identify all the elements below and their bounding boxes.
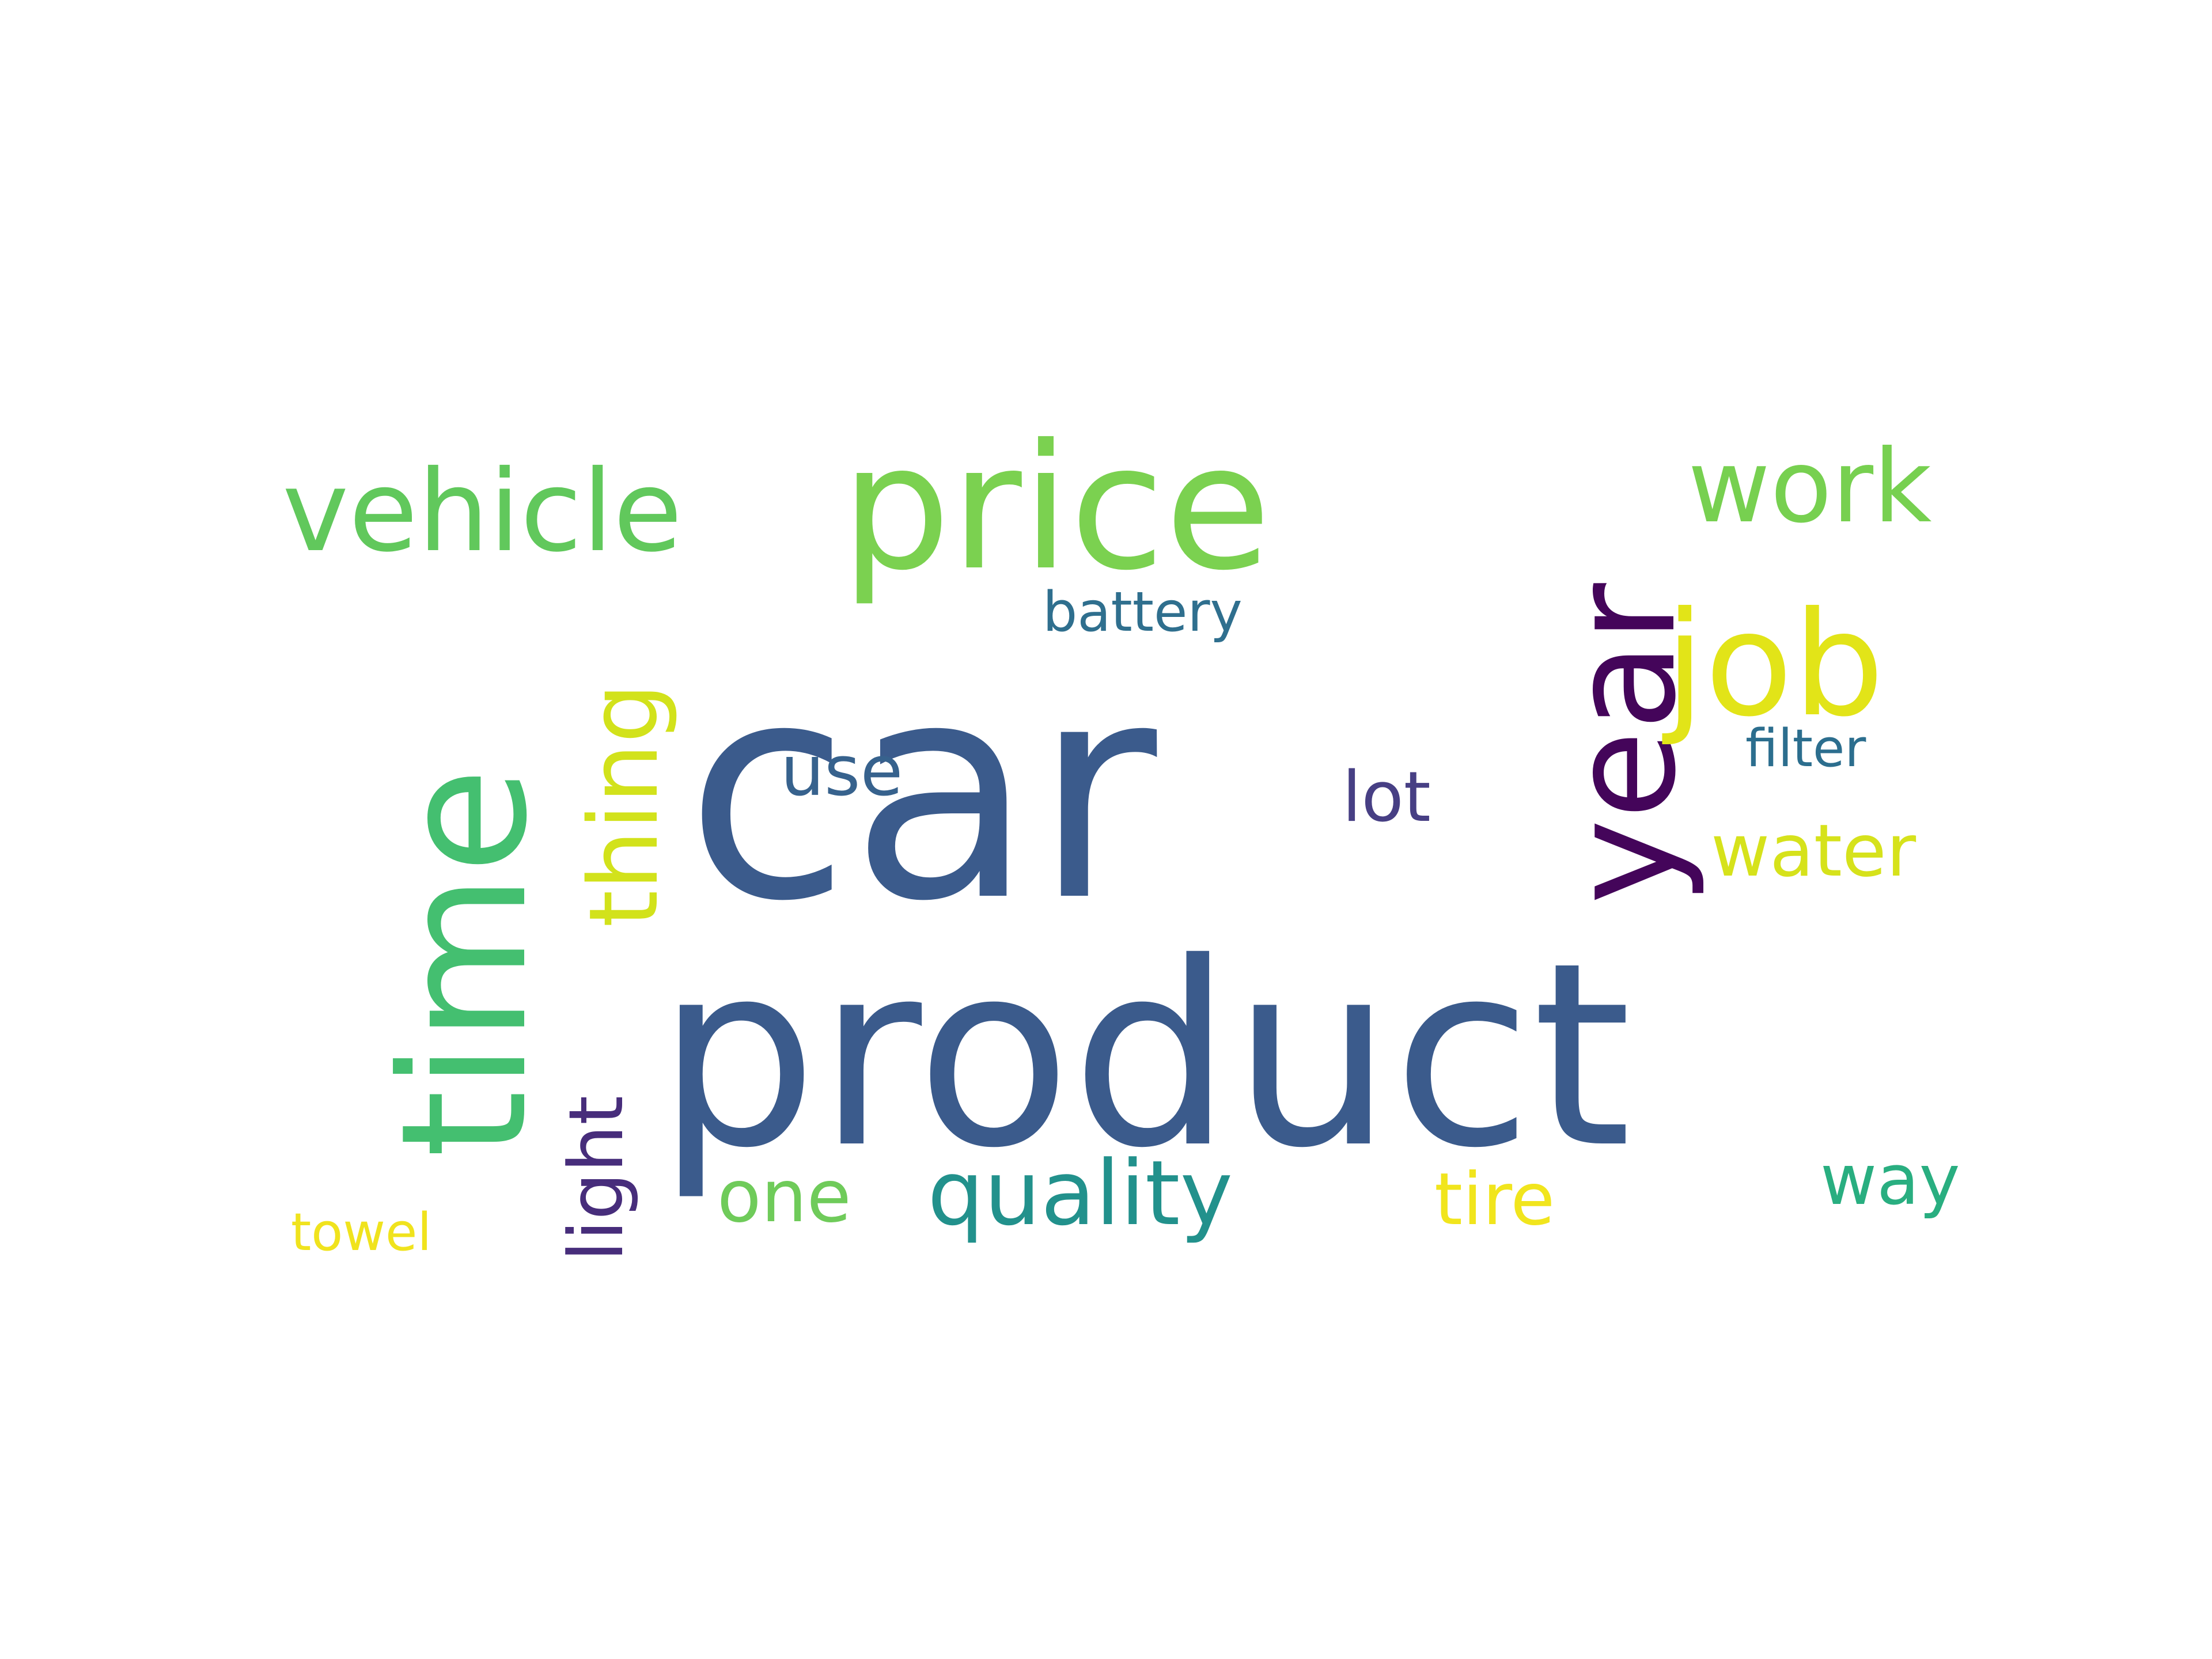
word-filter: filter	[1745, 718, 1866, 779]
word-vehicle: vehicle	[282, 446, 683, 577]
word-one: one	[717, 1155, 851, 1238]
word-towel: towel	[291, 1202, 431, 1263]
word-tire: tire	[1434, 1158, 1555, 1241]
word-work: work	[1688, 429, 1932, 546]
word-car: car	[685, 618, 1160, 967]
word-battery: battery	[1043, 581, 1243, 644]
word-time: time	[364, 767, 565, 1158]
word-use: use	[781, 732, 903, 812]
word-lot: lot	[1342, 757, 1431, 838]
word-product: product	[657, 908, 1631, 1203]
word-quality: quality	[927, 1141, 1233, 1245]
word-way: way	[1820, 1141, 1960, 1221]
word-price: price	[841, 407, 1271, 608]
word-light: light	[552, 1096, 640, 1262]
word-year: year	[1540, 583, 1707, 904]
word-job: job	[1662, 581, 1884, 748]
word-thing: thing	[569, 683, 679, 927]
word-water: water	[1711, 809, 1916, 893]
